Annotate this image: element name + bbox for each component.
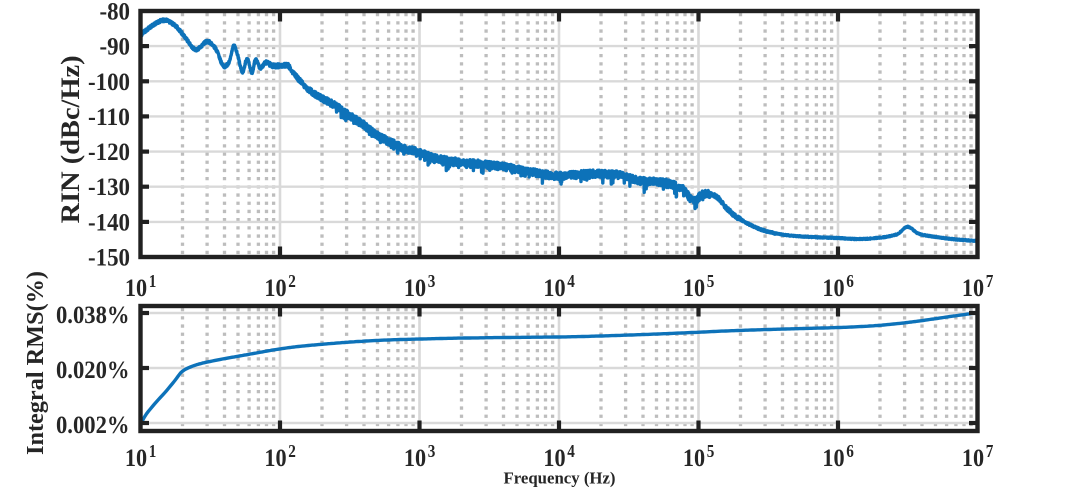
svg-text:10: 10 xyxy=(404,275,426,302)
svg-text:10: 10 xyxy=(683,445,705,472)
svg-text:10: 10 xyxy=(822,275,844,302)
svg-text:6: 6 xyxy=(846,271,854,291)
svg-text:RIN (dBc/Hz): RIN (dBc/Hz) xyxy=(56,55,85,223)
svg-text:-140: -140 xyxy=(88,209,130,236)
svg-text:Frequency (Hz): Frequency (Hz) xyxy=(504,468,616,487)
svg-text:10: 10 xyxy=(822,445,844,472)
svg-text:-100: -100 xyxy=(88,69,130,96)
svg-text:1: 1 xyxy=(149,441,157,461)
svg-text:5: 5 xyxy=(707,271,715,291)
svg-text:1: 1 xyxy=(149,271,157,291)
svg-text:2: 2 xyxy=(288,271,296,291)
svg-text:0.038%: 0.038% xyxy=(56,302,130,329)
svg-text:-130: -130 xyxy=(88,174,130,201)
svg-text:3: 3 xyxy=(428,441,436,461)
svg-text:10: 10 xyxy=(962,445,984,472)
svg-text:-80: -80 xyxy=(100,0,131,26)
svg-text:10: 10 xyxy=(962,275,984,302)
svg-text:10: 10 xyxy=(543,275,565,302)
svg-text:10: 10 xyxy=(125,445,147,472)
svg-text:10: 10 xyxy=(404,445,426,472)
svg-text:-90: -90 xyxy=(100,34,131,61)
svg-text:6: 6 xyxy=(846,441,854,461)
svg-text:-110: -110 xyxy=(88,104,130,131)
svg-text:10: 10 xyxy=(543,445,565,472)
svg-text:4: 4 xyxy=(567,271,575,291)
svg-text:10: 10 xyxy=(264,445,286,472)
svg-text:4: 4 xyxy=(567,441,575,461)
svg-text:7: 7 xyxy=(986,441,994,461)
svg-text:3: 3 xyxy=(428,271,436,291)
svg-text:7: 7 xyxy=(986,271,994,291)
svg-text:10: 10 xyxy=(125,275,147,302)
svg-text:0.002%: 0.002% xyxy=(56,412,130,439)
svg-text:-150: -150 xyxy=(88,245,130,272)
svg-text:2: 2 xyxy=(288,441,296,461)
svg-text:-120: -120 xyxy=(88,139,130,166)
svg-text:5: 5 xyxy=(707,441,715,461)
svg-text:Integral RMS(%): Integral RMS(%) xyxy=(23,271,49,455)
svg-text:0.020%: 0.020% xyxy=(56,357,130,384)
svg-text:10: 10 xyxy=(264,275,286,302)
svg-text:10: 10 xyxy=(683,275,705,302)
